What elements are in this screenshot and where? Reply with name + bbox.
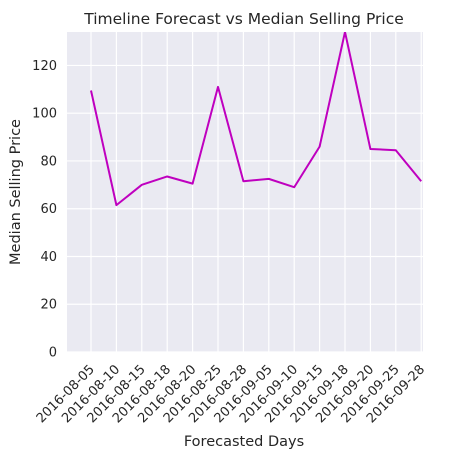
series-line xyxy=(90,32,422,207)
y-tick-labels: 0 20 40 60 80 100 120 xyxy=(32,59,57,361)
x-axis-label: Forecasted Days xyxy=(184,434,304,450)
y-tick-label: 60 xyxy=(40,202,57,217)
plot-background xyxy=(67,32,423,352)
gridlines xyxy=(67,32,423,353)
x-tick-labels: 2016-08-052016-08-102016-08-152016-08-18… xyxy=(34,362,428,426)
y-tick-label: 120 xyxy=(32,59,57,74)
chart-title: Timeline Forecast vs Median Selling Pric… xyxy=(83,10,404,28)
y-axis-label: Median Selling Price xyxy=(8,119,24,265)
y-tick-label: 80 xyxy=(40,154,57,169)
y-tick-label: 100 xyxy=(32,107,57,122)
y-tick-label: 40 xyxy=(40,250,57,265)
y-tick-label: 20 xyxy=(40,298,57,313)
series-layer xyxy=(90,32,422,207)
y-tick-label: 0 xyxy=(49,346,57,361)
